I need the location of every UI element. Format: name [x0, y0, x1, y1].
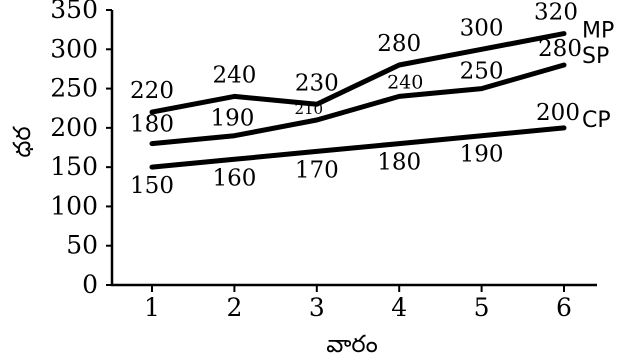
data-label-mp: 230: [295, 70, 339, 96]
data-label-cp: 160: [212, 165, 256, 191]
data-label-cp: 190: [460, 142, 504, 168]
data-label-sp: 240: [387, 71, 423, 93]
x-axis-label: వారం: [326, 330, 378, 358]
y-tick-label: 100: [50, 191, 98, 220]
x-ticks: 1 2 3 4 5 6: [144, 285, 572, 322]
y-tick-label: 350: [50, 0, 98, 24]
data-label-mp: 280: [377, 31, 421, 57]
series-lines: [149, 31, 567, 170]
data-label-sp: 250: [460, 59, 504, 85]
x-tick-label: 4: [391, 293, 407, 322]
y-tick-label: 50: [66, 231, 98, 260]
y-tick-label: 200: [50, 113, 98, 142]
data-label-sp: 180: [130, 112, 174, 138]
data-label-cp: 170: [295, 157, 339, 183]
x-tick-label: 5: [474, 293, 490, 322]
x-tick-label: 3: [309, 293, 325, 322]
data-label-mp: 300: [460, 15, 504, 41]
series-name-cp: CP: [582, 108, 611, 133]
y-axis-label: ధర: [8, 126, 36, 158]
x-tick-label: 6: [556, 293, 572, 322]
data-label-mp: 240: [212, 62, 256, 88]
y-tick-label: 150: [50, 152, 98, 181]
axes: [110, 10, 597, 287]
series-line-cp: [149, 125, 567, 170]
y-ticks: 0 50 100 150 200 250 300 350: [50, 0, 112, 299]
data-label-sp: 280: [538, 36, 582, 62]
data-label-mp: 320: [534, 0, 578, 26]
data-label-cp: 150: [130, 173, 174, 199]
data-label-cp: 200: [536, 100, 580, 126]
data-labels: 220 240 230 280 300 320 180 190 210 240 250 280 150 1…: [130, 0, 582, 199]
data-label-mp: 220: [130, 78, 174, 104]
series-line-mp: [149, 31, 567, 115]
data-label-sp: 190: [210, 106, 254, 132]
data-label-cp: 180: [377, 150, 421, 176]
series-name-sp: SP: [582, 44, 609, 69]
y-tick-label: 0: [82, 270, 98, 299]
series-line-sp: [149, 62, 567, 147]
data-label-sp: 210: [294, 100, 323, 118]
y-tick-label: 300: [50, 34, 98, 63]
y-tick-label: 250: [50, 74, 98, 103]
series-name-mp: MP: [582, 19, 614, 44]
x-tick-label: 2: [226, 293, 242, 322]
x-tick-label: 1: [144, 293, 160, 322]
